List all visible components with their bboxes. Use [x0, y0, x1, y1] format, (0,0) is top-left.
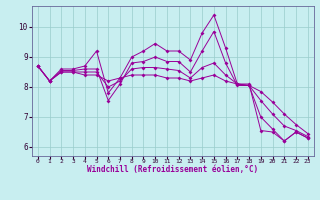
X-axis label: Windchill (Refroidissement éolien,°C): Windchill (Refroidissement éolien,°C): [87, 165, 258, 174]
